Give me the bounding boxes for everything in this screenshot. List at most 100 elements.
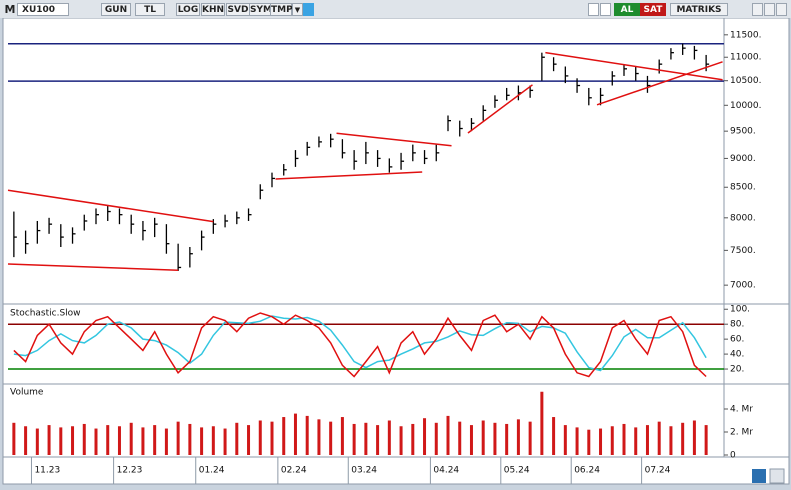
trend-line	[336, 132, 452, 147]
volume-bar	[47, 425, 51, 455]
period-button[interactable]: GUN	[101, 3, 131, 16]
y-tick-label: 10000.	[730, 101, 762, 111]
khn-button[interactable]: KHN	[201, 3, 225, 16]
volume-bar	[188, 423, 192, 455]
volume-bar	[223, 428, 227, 455]
sync-button[interactable]	[752, 469, 766, 483]
volume-bar	[364, 422, 368, 455]
volume-bar	[493, 422, 497, 455]
y-tick-label: 9000.	[730, 154, 756, 164]
x-tick-label: 01.24	[199, 466, 225, 476]
volume-bar	[71, 426, 75, 455]
volume-bar	[317, 419, 321, 455]
y-tick-label: 0	[730, 451, 736, 461]
symbol-box[interactable]: XU100	[17, 3, 69, 16]
log-button[interactable]: LOG	[176, 3, 200, 16]
volume-bar	[669, 426, 673, 455]
volume-bar	[540, 391, 544, 455]
y-tick-label: 11500.	[730, 30, 762, 40]
volume-bar	[94, 428, 98, 455]
chart: 11500. 11000. 10500. 10000. 9500. 9000. 8500. 8…	[2, 18, 790, 485]
currency-button[interactable]: TL	[135, 3, 165, 16]
dropdown-button[interactable]: ▼	[292, 3, 303, 16]
volume-bar	[258, 420, 262, 455]
logo: M	[4, 3, 16, 16]
tmp-button[interactable]: TMP	[270, 3, 293, 16]
close-button[interactable]	[776, 3, 787, 16]
minimize-button[interactable]	[752, 3, 763, 16]
check-button[interactable]	[588, 3, 599, 16]
volume-bar	[645, 425, 649, 455]
volume-bar	[552, 417, 556, 455]
volume-bar	[516, 419, 520, 455]
volume-bar	[305, 415, 309, 455]
panel-title: Stochastic.Slow	[10, 309, 81, 319]
volume-bar	[376, 425, 380, 455]
volume-bar	[270, 421, 274, 455]
volume-bar	[352, 423, 356, 455]
volume-bar	[59, 427, 63, 455]
x-tick-label: 03.24	[351, 466, 377, 476]
sell-button[interactable]: SAT	[640, 3, 666, 16]
trend-line	[545, 51, 723, 81]
volume-bar	[446, 415, 450, 455]
x-tick-label: 04.24	[433, 466, 459, 476]
buy-button[interactable]: AL	[614, 3, 640, 16]
y-tick-label: 20.	[730, 365, 744, 375]
volume-bar	[622, 423, 626, 455]
volume-bar	[141, 427, 145, 455]
volume-bar	[12, 422, 16, 455]
volume-bar	[692, 420, 696, 455]
y-tick-label: 8000.	[730, 213, 756, 223]
x-tick-label: 02.24	[281, 466, 307, 476]
volume-bar	[247, 425, 251, 455]
svd-button[interactable]: SVD	[226, 3, 250, 16]
volume-bar	[399, 426, 403, 455]
trend-line	[7, 263, 179, 271]
volume-bar	[563, 425, 567, 455]
y-tick-label: 60.	[730, 335, 744, 345]
volume-bar	[235, 422, 239, 455]
trend-line	[275, 171, 423, 180]
color-button[interactable]	[600, 3, 611, 16]
volume-bar	[200, 427, 204, 455]
volume-bar	[293, 413, 297, 455]
volume-bar	[387, 420, 391, 455]
y-tick-label: 7000.	[730, 281, 756, 291]
trend-line	[7, 189, 214, 223]
y-tick-label: 11000.	[730, 53, 762, 63]
maximize-button[interactable]	[764, 3, 775, 16]
volume-bar	[329, 421, 333, 455]
volume-bar	[505, 423, 509, 455]
y-tick-label: 80.	[730, 320, 744, 330]
y-tick-label: 2. Mr	[730, 428, 753, 438]
settings-button[interactable]	[769, 468, 785, 484]
volume-bar	[411, 423, 415, 455]
brand: MATRIKS	[670, 3, 728, 16]
volume-bar	[528, 421, 532, 455]
sym-button[interactable]: SYM	[249, 3, 272, 16]
y-tick-label: 8500.	[730, 183, 756, 193]
volume-bar	[129, 422, 133, 455]
volume-bar	[340, 417, 344, 455]
x-tick-label: 06.24	[574, 466, 600, 476]
twitter-button[interactable]	[303, 3, 314, 16]
trend-line	[596, 61, 723, 106]
volume-bar	[634, 427, 638, 455]
chart-frame	[2, 18, 790, 485]
volume-bar	[458, 421, 462, 455]
y-tick-label: 4. Mr	[730, 405, 753, 415]
trend-line	[467, 84, 533, 134]
volume-bar	[35, 428, 39, 455]
stochastic-line	[13, 315, 707, 372]
y-tick-label: 7500.	[730, 246, 756, 256]
volume-bar	[610, 426, 614, 455]
x-tick-label: 05.24	[504, 466, 530, 476]
panel-title: Volume	[10, 388, 44, 398]
volume-bar	[423, 418, 427, 455]
volume-bar	[657, 421, 661, 455]
y-tick-label: 9500.	[730, 127, 756, 137]
volume-bar	[106, 425, 110, 455]
volume-bar	[211, 426, 215, 455]
